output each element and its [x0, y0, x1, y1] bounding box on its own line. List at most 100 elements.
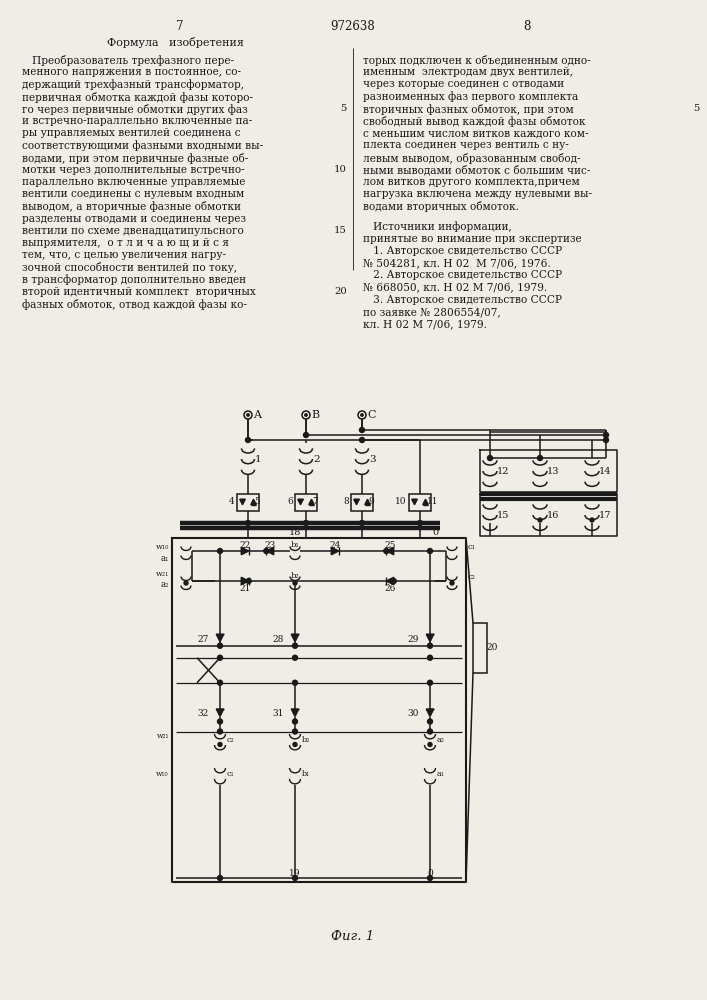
Text: второй идентичный комплект  вторичных: второй идентичный комплект вторичных: [22, 287, 256, 297]
Text: w₂₁: w₂₁: [156, 732, 169, 740]
Circle shape: [293, 680, 298, 685]
Circle shape: [218, 680, 223, 685]
Text: 7: 7: [312, 497, 318, 506]
Circle shape: [293, 729, 298, 734]
Text: зочной способности вентилей по току,: зочной способности вентилей по току,: [22, 262, 237, 273]
Polygon shape: [241, 547, 249, 555]
Text: держащий трехфазный трансформатор,: держащий трехфазный трансформатор,: [22, 79, 244, 90]
Text: 22: 22: [240, 540, 250, 550]
Circle shape: [428, 742, 432, 746]
Text: в трансформатор дополнительно введен: в трансформатор дополнительно введен: [22, 275, 246, 285]
Text: C: C: [367, 410, 375, 420]
Polygon shape: [423, 499, 428, 505]
Text: 21: 21: [239, 584, 251, 593]
Text: 5: 5: [341, 104, 347, 113]
Circle shape: [604, 432, 609, 438]
Text: 25: 25: [384, 540, 396, 550]
Text: b₁: b₁: [302, 770, 310, 778]
Text: w₂₁: w₂₁: [156, 570, 169, 578]
Text: го через первичные обмотки других фаз: го через первичные обмотки других фаз: [22, 104, 247, 115]
Text: 30: 30: [407, 709, 419, 718]
Text: c₁: c₁: [227, 770, 235, 778]
Text: 24: 24: [329, 540, 341, 550]
Circle shape: [184, 581, 188, 585]
Text: 19: 19: [289, 869, 300, 878]
Circle shape: [264, 548, 269, 554]
Polygon shape: [386, 547, 394, 555]
Polygon shape: [386, 577, 394, 585]
Polygon shape: [267, 547, 274, 555]
Circle shape: [428, 655, 433, 660]
Circle shape: [218, 719, 223, 724]
Text: A: A: [253, 410, 261, 420]
Text: 9: 9: [368, 497, 374, 506]
Text: 8: 8: [523, 20, 531, 33]
Text: 18: 18: [289, 528, 301, 537]
Circle shape: [590, 518, 594, 522]
Text: торых подключен к объединенным одно-: торых подключен к объединенным одно-: [363, 55, 590, 66]
Text: менного напряжения в постоянное, со-: менного напряжения в постоянное, со-: [22, 67, 241, 77]
Polygon shape: [298, 499, 303, 505]
Circle shape: [359, 438, 365, 442]
Circle shape: [293, 876, 298, 880]
Text: 1: 1: [255, 454, 262, 464]
Circle shape: [428, 680, 433, 685]
Circle shape: [428, 876, 433, 880]
Text: через которые соединен с отводами: через которые соединен с отводами: [363, 79, 564, 89]
Text: c₁: c₁: [468, 543, 476, 551]
Circle shape: [305, 414, 308, 416]
Text: плекта соединен через вентиль с ну-: плекта соединен через вентиль с ну-: [363, 140, 568, 150]
Circle shape: [303, 432, 308, 438]
Text: 28: 28: [272, 635, 284, 644]
Text: вторичных фазных обмоток, при этом: вторичных фазных обмоток, при этом: [363, 104, 574, 115]
Text: нагрузка включена между нулевыми вы-: нагрузка включена между нулевыми вы-: [363, 189, 592, 199]
Text: 23: 23: [264, 540, 276, 550]
Circle shape: [245, 520, 250, 526]
Text: 31: 31: [272, 709, 284, 718]
Text: по заявке № 2806554/07,: по заявке № 2806554/07,: [363, 307, 501, 317]
Polygon shape: [411, 499, 417, 505]
Circle shape: [604, 438, 609, 442]
Circle shape: [418, 520, 423, 526]
Circle shape: [428, 643, 433, 648]
Text: Формула   изобретения: Формула изобретения: [107, 37, 243, 48]
Text: 29: 29: [407, 635, 419, 644]
Text: 12: 12: [497, 466, 510, 476]
Text: 0: 0: [427, 869, 433, 878]
Text: № 504281, кл. Н 02  М 7/06, 1976.: № 504281, кл. Н 02 М 7/06, 1976.: [363, 258, 551, 268]
Text: соответствующими фазными входными вы-: соответствующими фазными входными вы-: [22, 140, 263, 151]
Circle shape: [361, 414, 363, 416]
Text: левым выводом, образованным свобод-: левым выводом, образованным свобод-: [363, 153, 580, 164]
Circle shape: [391, 578, 396, 584]
Text: первичная обмотка каждой фазы которо-: первичная обмотка каждой фазы которо-: [22, 92, 253, 103]
Text: 27: 27: [197, 635, 209, 644]
Circle shape: [538, 518, 542, 522]
Text: 5: 5: [694, 104, 700, 113]
Text: 14: 14: [599, 466, 612, 476]
Polygon shape: [216, 634, 223, 642]
Text: именным  электродам двух вентилей,: именным электродам двух вентилей,: [363, 67, 573, 77]
Text: кл. Н 02 М 7/06, 1979.: кл. Н 02 М 7/06, 1979.: [363, 319, 487, 329]
Polygon shape: [241, 577, 249, 585]
Circle shape: [218, 742, 222, 746]
Text: 26: 26: [385, 584, 396, 593]
Text: a₁: a₁: [160, 554, 169, 563]
Circle shape: [303, 520, 308, 526]
Text: 7: 7: [176, 20, 184, 33]
Text: лом витков другого комплекта,причем: лом витков другого комплекта,причем: [363, 177, 580, 187]
Text: фазных обмоток, отвод каждой фазы ко-: фазных обмоток, отвод каждой фазы ко-: [22, 299, 247, 310]
Circle shape: [450, 581, 454, 585]
Circle shape: [218, 876, 223, 880]
Text: 11: 11: [426, 497, 438, 506]
Polygon shape: [332, 547, 339, 555]
Text: 8: 8: [344, 497, 349, 506]
Circle shape: [218, 548, 223, 554]
Text: водами вторичных обмоток.: водами вторичных обмоток.: [363, 201, 519, 212]
Text: a₂: a₂: [160, 580, 169, 589]
Text: с меньшим числом витков каждого ком-: с меньшим числом витков каждого ком-: [363, 128, 588, 138]
Text: вентили по схеме двенадцатипульсного: вентили по схеме двенадцатипульсного: [22, 226, 244, 236]
Circle shape: [293, 742, 297, 746]
Text: b₂: b₂: [302, 736, 310, 744]
Text: Фиг. 1: Фиг. 1: [332, 930, 375, 943]
Text: принятые во внимание при экспертизе: принятые во внимание при экспертизе: [363, 234, 582, 244]
